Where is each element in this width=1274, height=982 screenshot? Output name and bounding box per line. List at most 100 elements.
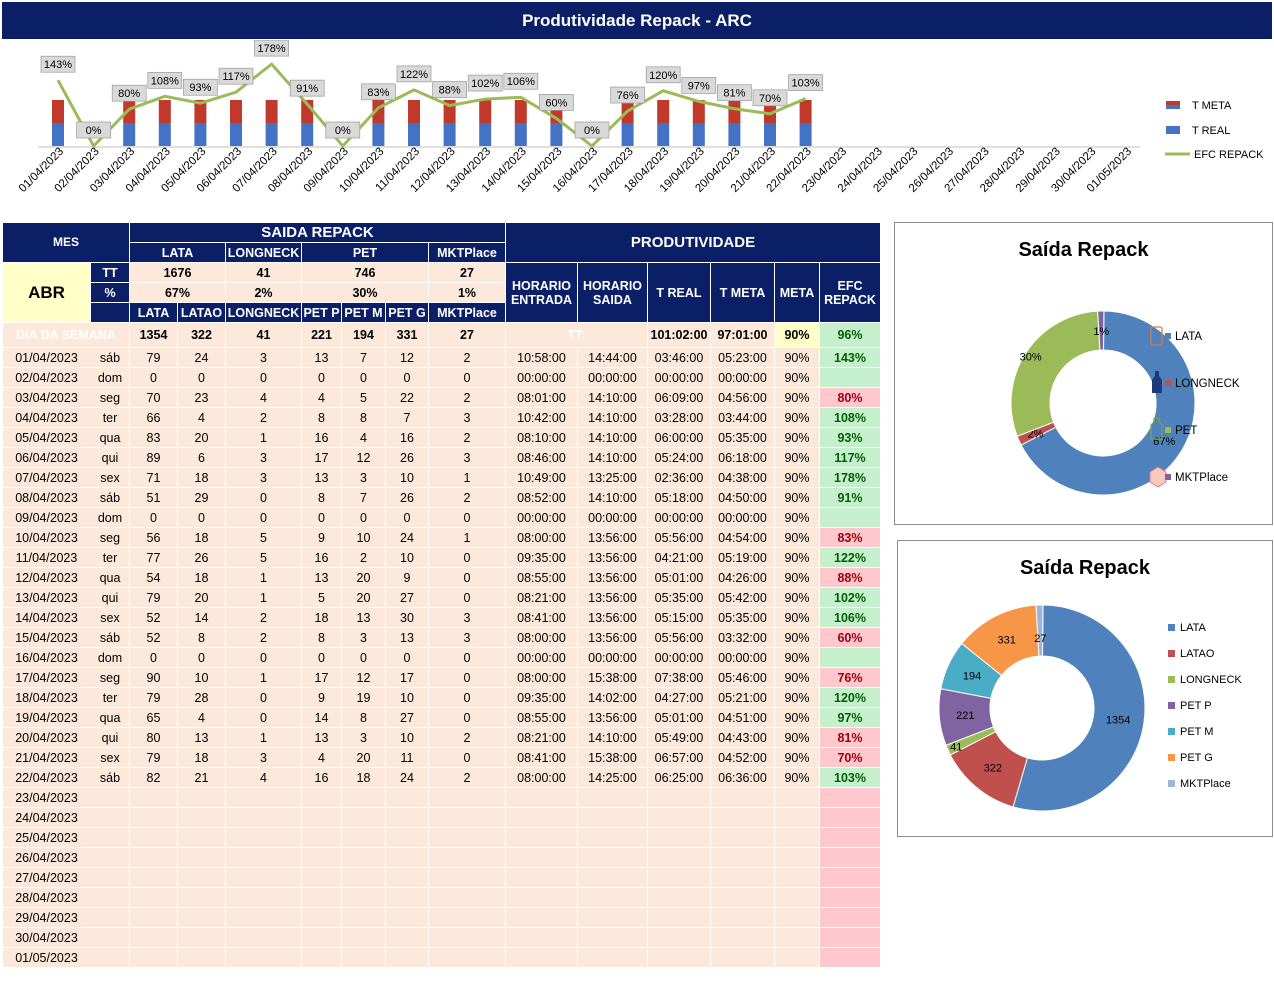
cell-date: 21/04/2023 — [2, 747, 91, 768]
cell-empty — [428, 887, 506, 908]
cell-weekday: qui — [90, 447, 130, 468]
cell-efc — [819, 807, 881, 828]
table-row: 11/04/2023 ter 77 26 5 16 2 10 0 09:35:00 13:56:00… — [2, 547, 881, 568]
cell-pet-m: 3 — [341, 627, 386, 648]
cell-pet-p: 0 — [301, 507, 342, 528]
cell-horario-saida: 14:10:00 — [577, 387, 648, 408]
cell-efc: 81% — [819, 727, 881, 748]
tt-lata: 1676 — [129, 262, 226, 283]
cell-weekday: ter — [90, 407, 130, 428]
cell-pet-m: 3 — [341, 727, 386, 748]
cell-horario-saida: 15:38:00 — [577, 667, 648, 688]
cell-horario-saida: 13:56:00 — [577, 707, 648, 728]
cell-t-meta: 05:21:00 — [710, 687, 775, 708]
cell-empty — [301, 847, 342, 868]
efc-data-label-text: 103% — [792, 78, 820, 90]
bar-t-real — [194, 123, 207, 146]
efc-data-label: 0% — [574, 121, 610, 139]
cell-date: 27/04/2023 — [2, 867, 91, 888]
cell-pet-g: 10 — [385, 727, 429, 748]
cell-empty — [301, 907, 342, 928]
cell-pet-p: 9 — [301, 687, 342, 708]
cell-horario-saida: 14:10:00 — [577, 487, 648, 508]
cell-empty — [129, 827, 178, 848]
cell-pet-g: 30 — [385, 607, 429, 628]
cell-empty — [90, 807, 130, 828]
cell-meta: 90% — [774, 447, 820, 468]
cell-date: 16/04/2023 — [2, 647, 91, 668]
donut2-legend-item: PET P — [1168, 700, 1212, 712]
cell-weekday: qui — [90, 587, 130, 608]
cell-empty — [301, 787, 342, 808]
cell-longneck: 2 — [225, 407, 302, 428]
cell-horario-entrada: 10:58:00 — [505, 347, 578, 368]
cell-efc: 88% — [819, 567, 881, 588]
cell-date: 03/04/2023 — [2, 387, 91, 408]
cell-t-meta: 03:44:00 — [710, 407, 775, 428]
cell-empty — [301, 887, 342, 908]
donut2-legend-item: LONGNECK — [1168, 674, 1242, 686]
cell-empty — [177, 807, 226, 828]
cell-t-real: 03:28:00 — [647, 407, 711, 428]
cell-weekday: qua — [90, 567, 130, 588]
cell-pet-p: 4 — [301, 387, 342, 408]
cell-latao: 0 — [177, 647, 226, 668]
donut2-legend-swatch — [1168, 676, 1175, 683]
donut2-legend-swatch — [1168, 754, 1175, 761]
cell-t-real: 05:18:00 — [647, 487, 711, 508]
sub-header-lata: LATA — [129, 302, 178, 323]
cell-longneck: 3 — [225, 347, 302, 368]
bar-t-real — [657, 123, 670, 146]
cell-empty — [505, 907, 578, 928]
mes-header: MES — [2, 222, 130, 263]
cell-date: 08/04/2023 — [2, 487, 91, 508]
produtividade-header: PRODUTIVIDADE — [505, 222, 881, 263]
cell-horario-saida: 15:38:00 — [577, 747, 648, 768]
cell-longneck: 2 — [225, 607, 302, 628]
cell-empty — [301, 807, 342, 828]
cell-pet-p: 13 — [301, 727, 342, 748]
donut-panel-categories: Saída Repack 67% 2% 30% 1% LATA LONGNECK PET MK… — [894, 222, 1273, 525]
cell-empty — [774, 867, 820, 888]
cell-lata: 65 — [129, 707, 178, 728]
sub-header-mktplace: MKTPlace — [428, 302, 506, 323]
efc-data-label-text: 76% — [617, 90, 639, 102]
pct-pet: 30% — [301, 282, 429, 303]
cell-mktplace: 0 — [428, 647, 506, 668]
efc-data-label: 60% — [539, 94, 574, 111]
cell-empty — [577, 867, 648, 888]
cell-meta: 90% — [774, 507, 820, 528]
sub-header-pet-p: PET P — [301, 302, 342, 323]
cell-date: 10/04/2023 — [2, 527, 91, 548]
donut2-legend-swatch — [1168, 650, 1175, 657]
bar-t-real — [158, 123, 171, 146]
table-row: 05/04/2023 qua 83 20 1 16 4 16 2 08:10:00 14:10:00… — [2, 427, 881, 448]
cell-empty — [774, 827, 820, 848]
cell-horario-entrada: 09:35:00 — [505, 547, 578, 568]
bar-t-real — [764, 123, 776, 146]
cell-meta: 90% — [774, 407, 820, 428]
cell-pet-m: 10 — [341, 527, 386, 548]
bar-t-meta — [265, 100, 278, 123]
bar-pair — [621, 100, 634, 146]
cell-pet-p: 13 — [301, 567, 342, 588]
cell-pet-g: 9 — [385, 567, 429, 588]
donut1-slice-label: 2% — [1028, 428, 1044, 440]
longneck-group-header: LONGNECK — [225, 242, 302, 263]
cell-pet-p: 0 — [301, 647, 342, 668]
cell-empty — [129, 907, 178, 928]
cell-empty — [90, 787, 130, 808]
pct-lata: 67% — [129, 282, 226, 303]
efc-data-label-text: 117% — [222, 71, 250, 83]
cell-empty — [90, 927, 130, 948]
cell-horario-entrada: 08:55:00 — [505, 707, 578, 728]
cell-t-real: 05:35:00 — [647, 587, 711, 608]
cell-pet-m: 18 — [341, 767, 386, 788]
cell-empty — [225, 947, 302, 968]
donut2-legend-swatch — [1168, 702, 1175, 709]
bar-t-real — [123, 123, 136, 146]
cell-empty — [710, 827, 775, 848]
cell-empty — [428, 787, 506, 808]
cell-weekday: sáb — [90, 767, 130, 788]
cell-pet-g: 16 — [385, 427, 429, 448]
